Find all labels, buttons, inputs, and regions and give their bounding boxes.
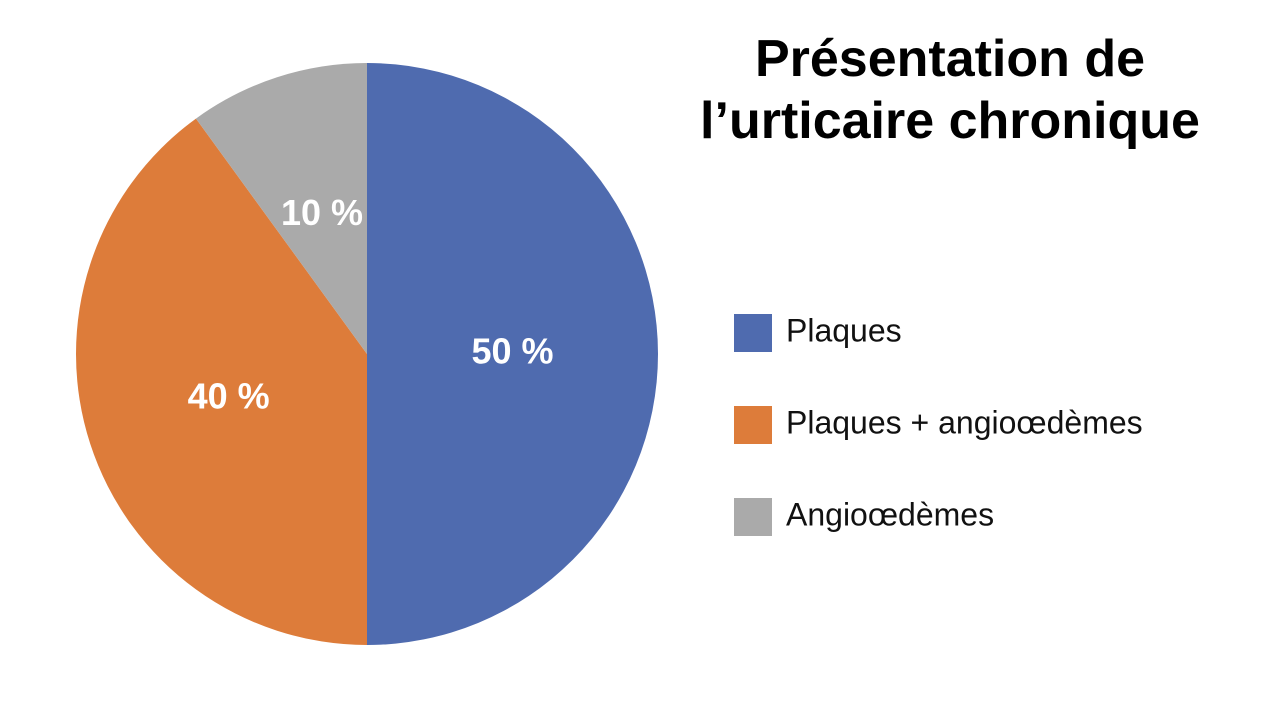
legend-label: Angioœdèmes	[786, 496, 994, 532]
pie-slice	[367, 63, 658, 645]
legend-label: Plaques	[786, 312, 902, 348]
value-label: 50 %	[471, 331, 553, 372]
pie-slice	[195, 63, 367, 354]
legend-swatch	[734, 498, 772, 536]
legend-label: Plaques + angioœdèmes	[786, 404, 1143, 440]
legend-swatch	[734, 314, 772, 352]
pie-slice	[76, 118, 368, 646]
value-label: 10 %	[281, 192, 363, 233]
chart-title: Présentation de l’urticaire chronique	[700, 30, 1200, 150]
value-label: 40 %	[188, 375, 270, 416]
legend-swatch	[734, 406, 772, 444]
